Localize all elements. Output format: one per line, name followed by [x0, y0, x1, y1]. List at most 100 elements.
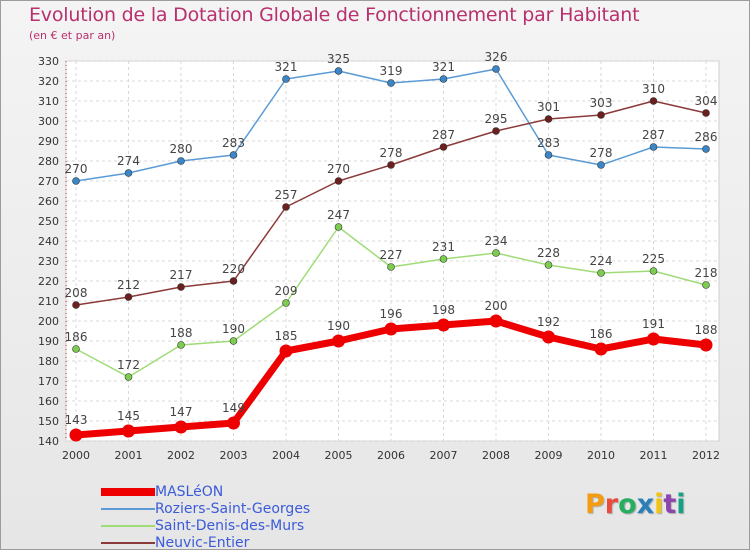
data-point	[492, 65, 500, 73]
data-label: 287	[642, 128, 665, 142]
data-label: 224	[590, 254, 613, 268]
x-tick-label: 2006	[377, 449, 405, 462]
y-tick-label: 250	[38, 215, 59, 228]
x-tick-label: 2007	[430, 449, 458, 462]
plot-area	[65, 60, 720, 442]
x-tick-label: 2004	[272, 449, 300, 462]
y-tick-label: 330	[38, 55, 59, 68]
data-point	[702, 281, 710, 289]
data-point	[387, 79, 395, 87]
data-label: 218	[695, 266, 718, 280]
y-tick-label: 260	[38, 195, 59, 208]
x-tick-label: 2000	[62, 449, 90, 462]
x-tick-label: 2012	[692, 449, 720, 462]
data-point	[282, 75, 290, 83]
data-label: 234	[485, 234, 508, 248]
data-point	[72, 177, 80, 185]
data-label: 227	[380, 248, 403, 262]
legend-label: Roziers-Saint-Georges	[155, 500, 311, 517]
data-point	[282, 299, 290, 307]
data-label: 231	[432, 240, 455, 254]
data-label: 278	[590, 146, 613, 160]
data-label: 191	[642, 317, 665, 331]
data-point	[387, 263, 395, 271]
data-label: 310	[642, 82, 665, 96]
data-label: 280	[170, 142, 193, 156]
data-label: 321	[275, 60, 298, 74]
legend-label: MASLéON	[155, 483, 224, 500]
y-tick-label: 210	[38, 295, 59, 308]
data-label: 212	[117, 278, 140, 292]
data-point	[489, 314, 503, 328]
legend-item: Neuvic-Entier	[101, 534, 310, 551]
legend-item: Roziers-Saint-Georges	[101, 500, 310, 517]
x-tick-label: 2008	[482, 449, 510, 462]
legend-label: Neuvic-Entier	[155, 534, 250, 551]
data-point	[334, 67, 343, 75]
proxiti-logo: Proxiti	[585, 489, 686, 520]
data-label: 217	[170, 268, 193, 282]
legend: MASLéON Roziers-Saint-Georges Saint-Denis-…	[101, 483, 310, 551]
chart-subtitle: (en € et par an)	[29, 29, 116, 42]
data-label: 326	[485, 50, 508, 64]
legend-item: MASLéON	[101, 483, 310, 500]
data-point	[72, 345, 80, 353]
y-tick-label: 160	[38, 395, 59, 408]
data-point	[542, 330, 555, 344]
data-point	[124, 169, 133, 177]
x-tick-label: 2011	[640, 449, 668, 462]
data-label: 283	[537, 136, 560, 150]
y-tick-label: 170	[38, 375, 59, 388]
y-tick-label: 200	[38, 315, 59, 328]
data-label: 147	[170, 405, 193, 419]
data-point	[597, 111, 605, 119]
y-tick-label: 300	[38, 115, 59, 128]
data-label: 188	[170, 326, 193, 340]
data-point	[437, 318, 450, 332]
y-tick-label: 150	[38, 415, 59, 428]
data-point	[649, 97, 658, 105]
data-label: 325	[327, 52, 350, 66]
data-label: 209	[275, 284, 298, 298]
y-tick-label: 180	[38, 355, 59, 368]
y-tick-label: 140	[38, 435, 59, 448]
legend-label: Saint-Denis-des-Murs	[155, 517, 305, 534]
data-point	[439, 255, 448, 263]
data-label: 283	[222, 136, 245, 150]
data-point	[387, 161, 395, 169]
data-label: 257	[275, 188, 298, 202]
data-point	[439, 75, 448, 83]
y-tick-label: 230	[38, 255, 59, 268]
data-point	[177, 157, 185, 165]
data-point	[69, 428, 83, 442]
y-tick-label: 290	[38, 135, 59, 148]
data-point	[177, 283, 185, 291]
y-tick-label: 320	[38, 75, 59, 88]
legend-swatch	[101, 524, 155, 527]
legend-item: Saint-Denis-des-Murs	[101, 517, 310, 534]
data-point	[229, 277, 238, 285]
data-label: 172	[117, 358, 140, 372]
data-point	[227, 416, 240, 430]
data-label: 186	[65, 330, 88, 344]
y-tick-label: 270	[38, 175, 59, 188]
y-tick-label: 190	[38, 335, 59, 348]
chart-title: Evolution de la Dotation Globale de Fonc…	[29, 4, 640, 26]
data-point	[699, 338, 713, 352]
data-point	[124, 373, 133, 381]
data-label: 270	[327, 162, 350, 176]
data-point	[332, 334, 345, 348]
data-point	[229, 151, 238, 159]
data-point	[122, 424, 135, 438]
x-tick-label: 2009	[535, 449, 563, 462]
legend-swatch	[101, 541, 155, 544]
data-point	[229, 337, 238, 345]
data-label: 220	[222, 262, 245, 276]
data-label: 321	[432, 60, 455, 74]
data-point	[334, 177, 343, 185]
legend-swatch	[101, 487, 155, 496]
data-label: 247	[327, 208, 350, 222]
data-point	[702, 145, 710, 153]
data-point	[492, 127, 500, 135]
